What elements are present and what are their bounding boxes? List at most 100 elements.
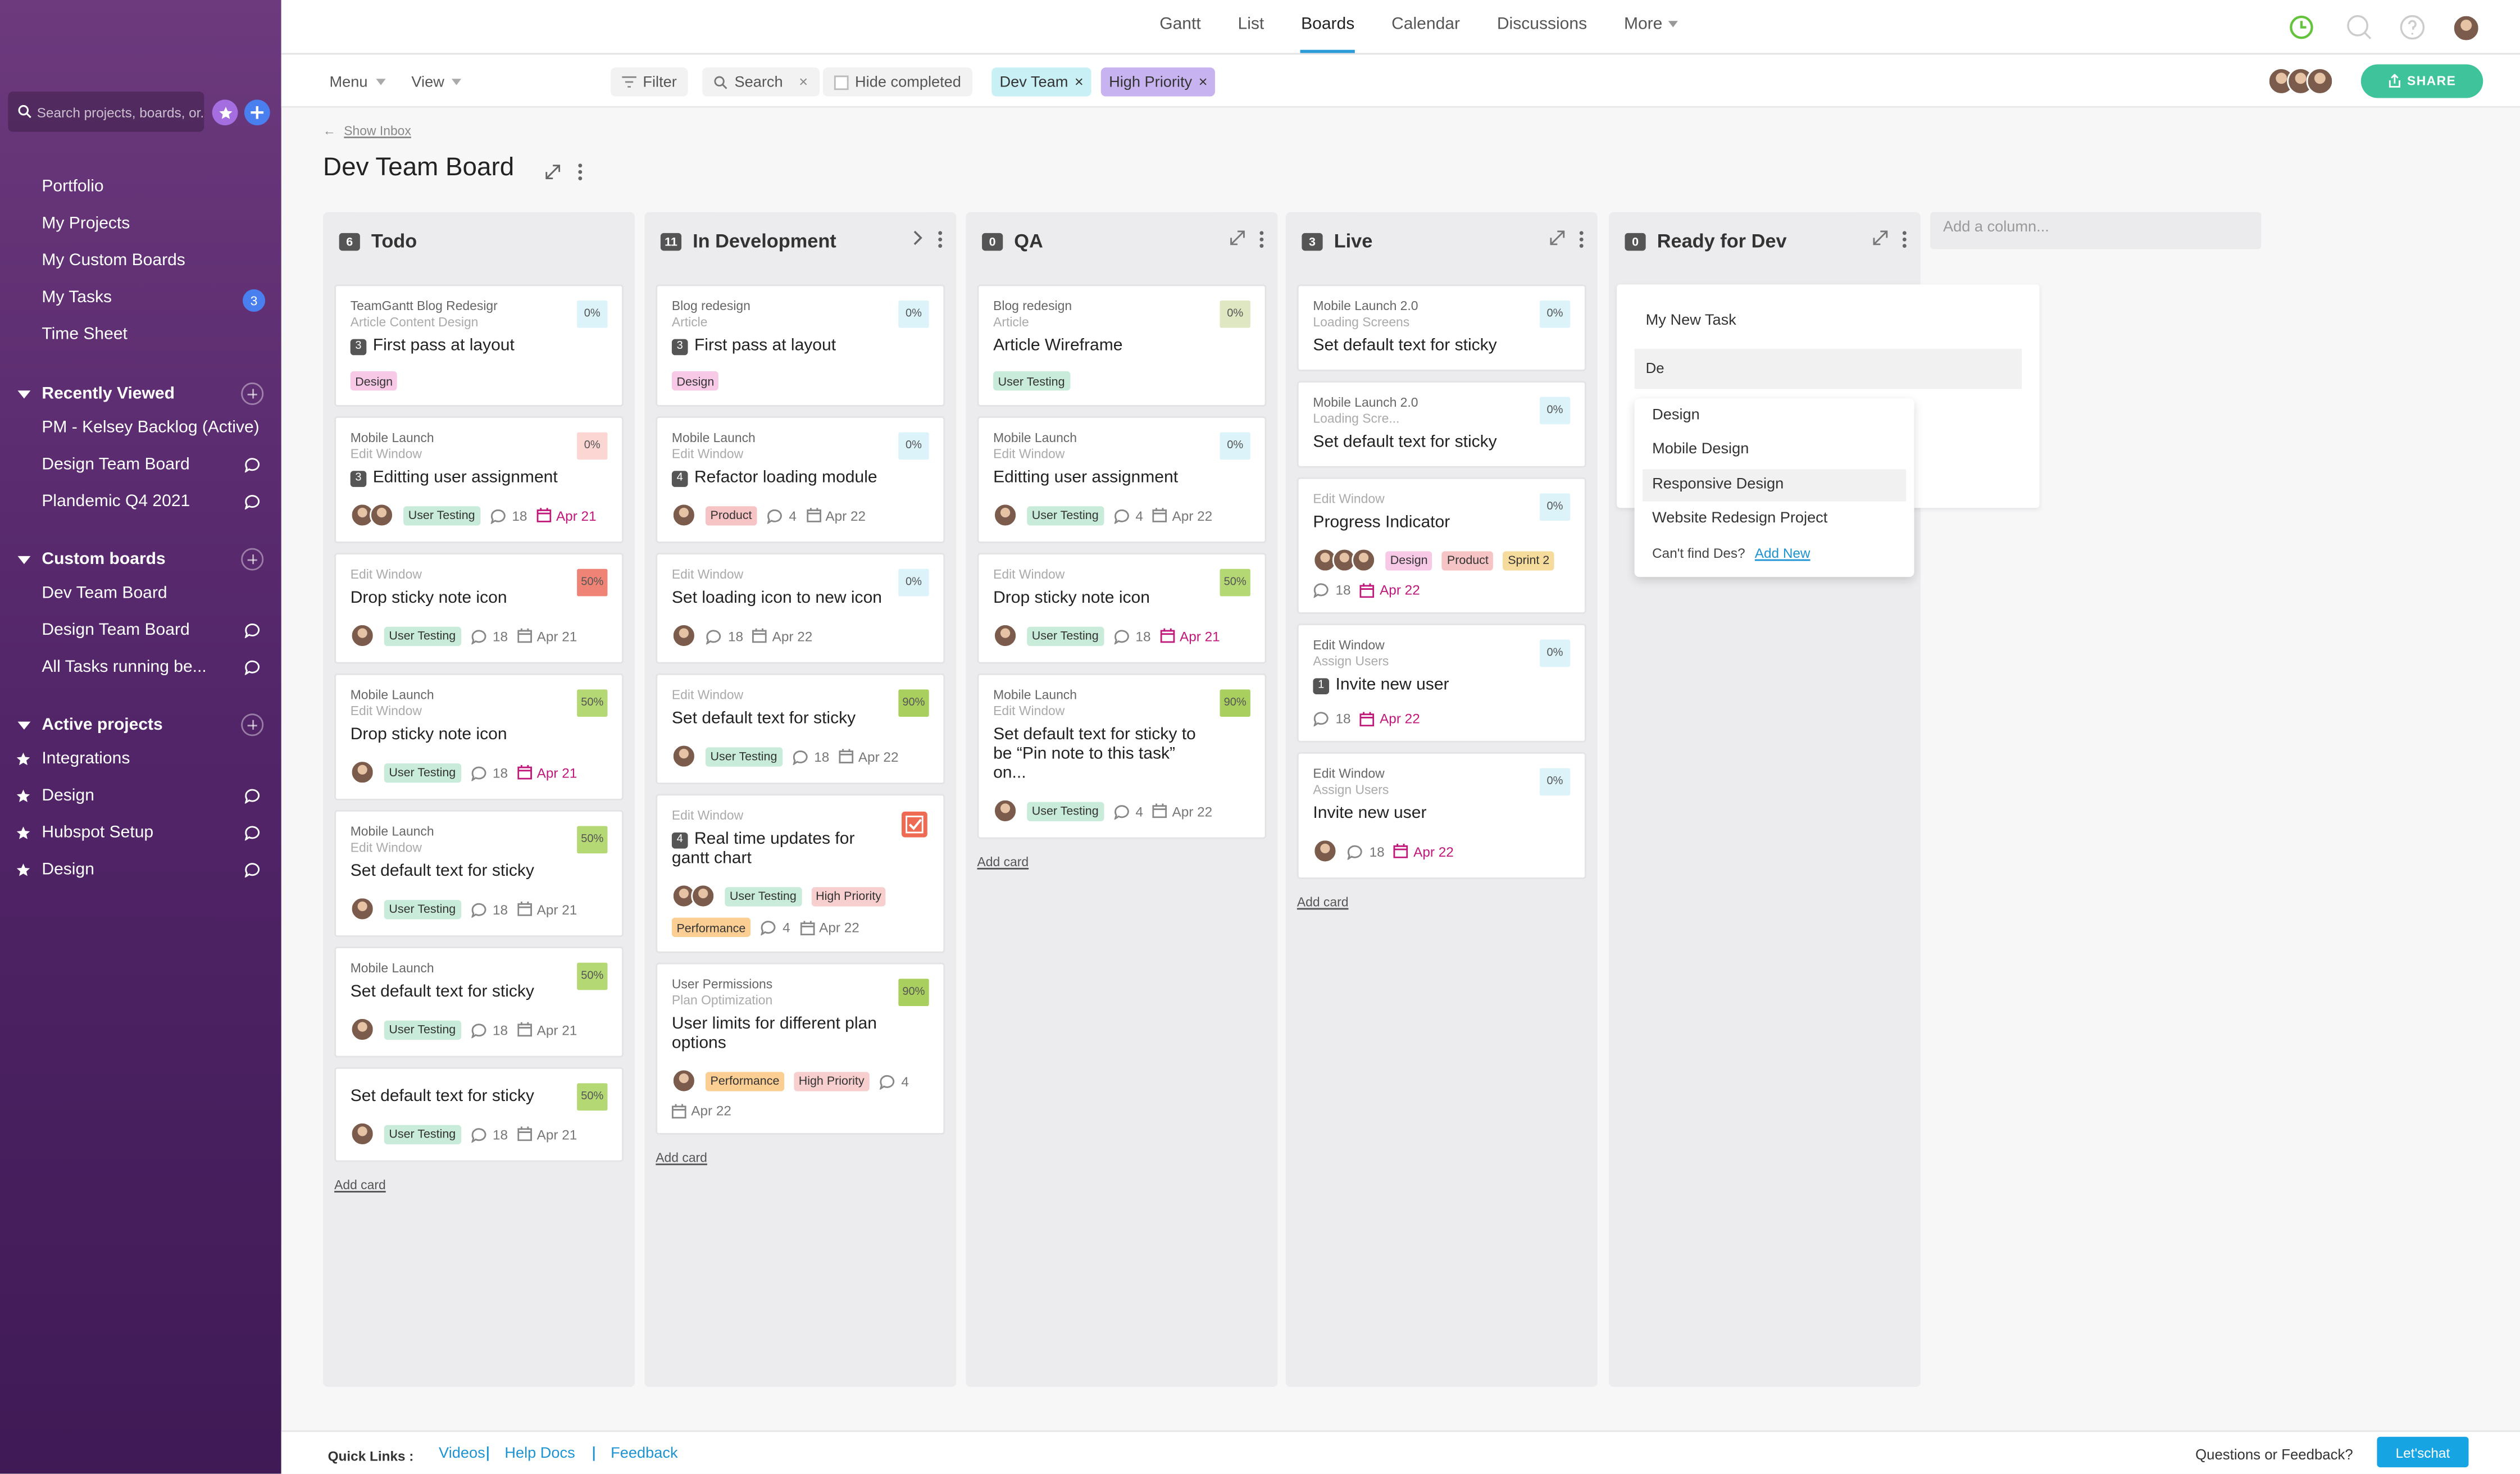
tag[interactable]: Product [705,505,757,525]
task-card[interactable]: 0% Mobile Launch 2.0 Loading Screens Set de… [1297,284,1586,371]
share-button[interactable]: SHARE [2360,64,2483,98]
nav-tab[interactable]: Calendar [1391,14,1461,34]
search-button[interactable]: Search × [702,67,820,97]
chip-remove[interactable]: × [1074,73,1084,91]
task-card[interactable]: 0% Edit Window Assign Users Invite new user… [1297,752,1586,879]
add-card[interactable]: Add card [334,1178,386,1193]
tag[interactable]: User Testing [384,626,461,645]
sidebar-item[interactable]: Design Team Board [42,454,190,474]
comments[interactable]: 18 [470,1126,508,1142]
task-card[interactable]: 50% Mobile Launch Set default text for sti… [334,947,624,1058]
nav-tab[interactable]: Gantt [1159,14,1201,34]
tag[interactable]: User Testing [384,1124,461,1144]
section-caret[interactable] [17,556,31,565]
hide-completed[interactable]: Hide completed [822,67,972,97]
task-card[interactable]: 50% Edit Window Drop sticky note icon User … [977,553,1267,664]
task-card[interactable]: 0% Mobile Launch 2.0 Loading Scre... Set de… [1297,381,1586,468]
comments[interactable]: 4 [1113,803,1143,819]
footer-link[interactable]: Help Docs [486,1446,591,1461]
menu-button[interactable]: Menu [330,67,385,96]
task-card[interactable]: 0% Mobile Launch Edit Window 3 Editting user… [334,416,624,544]
time-icon[interactable] [2289,15,2314,40]
sidebar-item[interactable]: Hubspot Setup [42,822,154,843]
dropdown-option[interactable]: Design [1652,406,1700,425]
more-icon[interactable] [577,162,583,181]
comments[interactable]: 18 [706,627,743,644]
breadcrumb[interactable]: Show Inbox [323,124,411,138]
tag[interactable]: User Testing [403,505,480,525]
comments[interactable]: 4 [760,919,790,936]
task-card[interactable]: 0% Edit Window Assign Users 1 Invite new use… [1297,624,1586,743]
task-card[interactable]: 0% Blog redesign Article Article Wireframe U… [977,284,1267,407]
tag[interactable]: User Testing [1027,626,1104,645]
tag-input[interactable]: De [1634,348,2022,389]
comments[interactable]: 18 [470,1021,508,1038]
section-title[interactable]: Custom boards [42,549,166,569]
section-caret[interactable] [17,721,31,730]
nav-tab[interactable]: List [1238,14,1264,34]
help-icon[interactable] [2399,15,2425,40]
tag[interactable]: Design [1385,550,1433,570]
tag[interactable]: User Testing [384,1020,461,1039]
tag[interactable]: Performance [671,917,750,937]
filter-button[interactable]: Filter [611,67,688,97]
chat-button[interactable]: Let'schat [2377,1436,2469,1468]
filter-chip[interactable]: High Priority × [1100,67,1216,97]
tag[interactable]: Performance [705,1071,784,1091]
sidebar-item[interactable]: Design [42,859,94,879]
comments[interactable]: 18 [1347,843,1385,859]
add-column-input[interactable]: Add a column... [1930,212,2262,249]
comments[interactable]: 18 [470,627,508,644]
add-card[interactable]: Add card [1297,895,1349,910]
comments[interactable]: 4 [879,1073,909,1089]
task-card[interactable]: 0% Mobile Launch Edit Window Editting user … [977,416,1267,544]
tag[interactable]: User Testing [705,746,783,766]
add-card[interactable]: Add card [977,855,1029,870]
task-card[interactable]: 90% User Permissions Plan Optimization User… [656,962,945,1135]
comments[interactable]: 18 [489,507,527,524]
comments[interactable]: 4 [1113,507,1143,524]
comments[interactable]: 4 [766,507,797,524]
comments[interactable]: 18 [1313,582,1351,598]
checkbox[interactable] [834,75,849,89]
tag[interactable]: User Testing [1027,505,1104,525]
sidebar-search[interactable]: Search projects, boards, or... [8,92,204,132]
add-button[interactable] [244,99,270,126]
dropdown-option[interactable]: Responsive Design [1642,468,1907,501]
nav-tab[interactable]: Discussions [1496,14,1587,34]
tag[interactable]: User Testing [725,886,802,906]
task-card[interactable]: 0% TeamGantt Blog Redesigr Article Content… [334,284,624,407]
nav-tab[interactable]: More [1605,0,1697,53]
sidebar-item[interactable]: Design Team Board [42,620,190,640]
sidebar-item[interactable]: All Tasks running be... [42,657,207,677]
comments[interactable]: 18 [470,901,508,917]
completed-check[interactable] [902,811,927,838]
add-card[interactable]: Add card [656,1150,707,1166]
sidebar-link[interactable]: My Tasks [42,288,112,307]
tag[interactable]: High Priority [794,1071,870,1091]
task-card[interactable]: 50% Set default text for sticky User Testi… [334,1067,624,1162]
section-title[interactable]: Recently Viewed [42,384,175,404]
favorites-button[interactable] [212,99,238,126]
tag[interactable]: Sprint 2 [1503,550,1554,570]
task-card[interactable]: Edit Window 4 Real time updates for gantt … [656,794,945,953]
task-card[interactable]: 50% Mobile Launch Edit Window Set default t… [334,809,624,937]
nav-tab[interactable]: Boards [1282,0,1373,53]
tag[interactable]: User Testing [384,762,461,782]
filter-chip[interactable]: Dev Team × [991,67,1092,97]
tag[interactable]: User Testing [384,899,461,919]
tag[interactable]: User Testing [1027,801,1104,821]
chip-remove[interactable]: × [1198,73,1208,91]
section-title[interactable]: Active projects [42,715,163,735]
sidebar-link[interactable]: My Custom Boards [42,251,185,270]
tag[interactable]: User Testing [993,371,1070,391]
task-card[interactable]: 0% Edit Window Set loading icon to new ico… [656,553,945,664]
task-card[interactable]: 0% Blog redesign Article 3 First pass at lay… [656,284,945,407]
footer-link[interactable]: Videos [439,1445,485,1463]
tag[interactable]: Design [350,371,398,391]
tag[interactable]: High Priority [811,886,886,906]
comments[interactable]: 18 [470,764,508,781]
task-card[interactable]: 50% Edit Window Drop sticky note icon User … [334,553,624,664]
clear-icon[interactable]: × [799,73,808,91]
task-card[interactable]: 0% Mobile Launch Edit Window 4 Refactor load… [656,416,945,544]
